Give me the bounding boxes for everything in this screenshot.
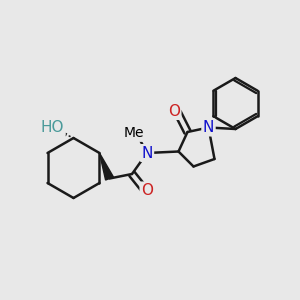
Text: HO: HO [41,120,64,135]
Text: N: N [203,120,214,135]
Text: N: N [141,146,153,160]
Text: Me: Me [123,127,144,140]
Text: O: O [168,103,180,118]
Text: O: O [141,183,153,198]
Polygon shape [100,153,113,180]
